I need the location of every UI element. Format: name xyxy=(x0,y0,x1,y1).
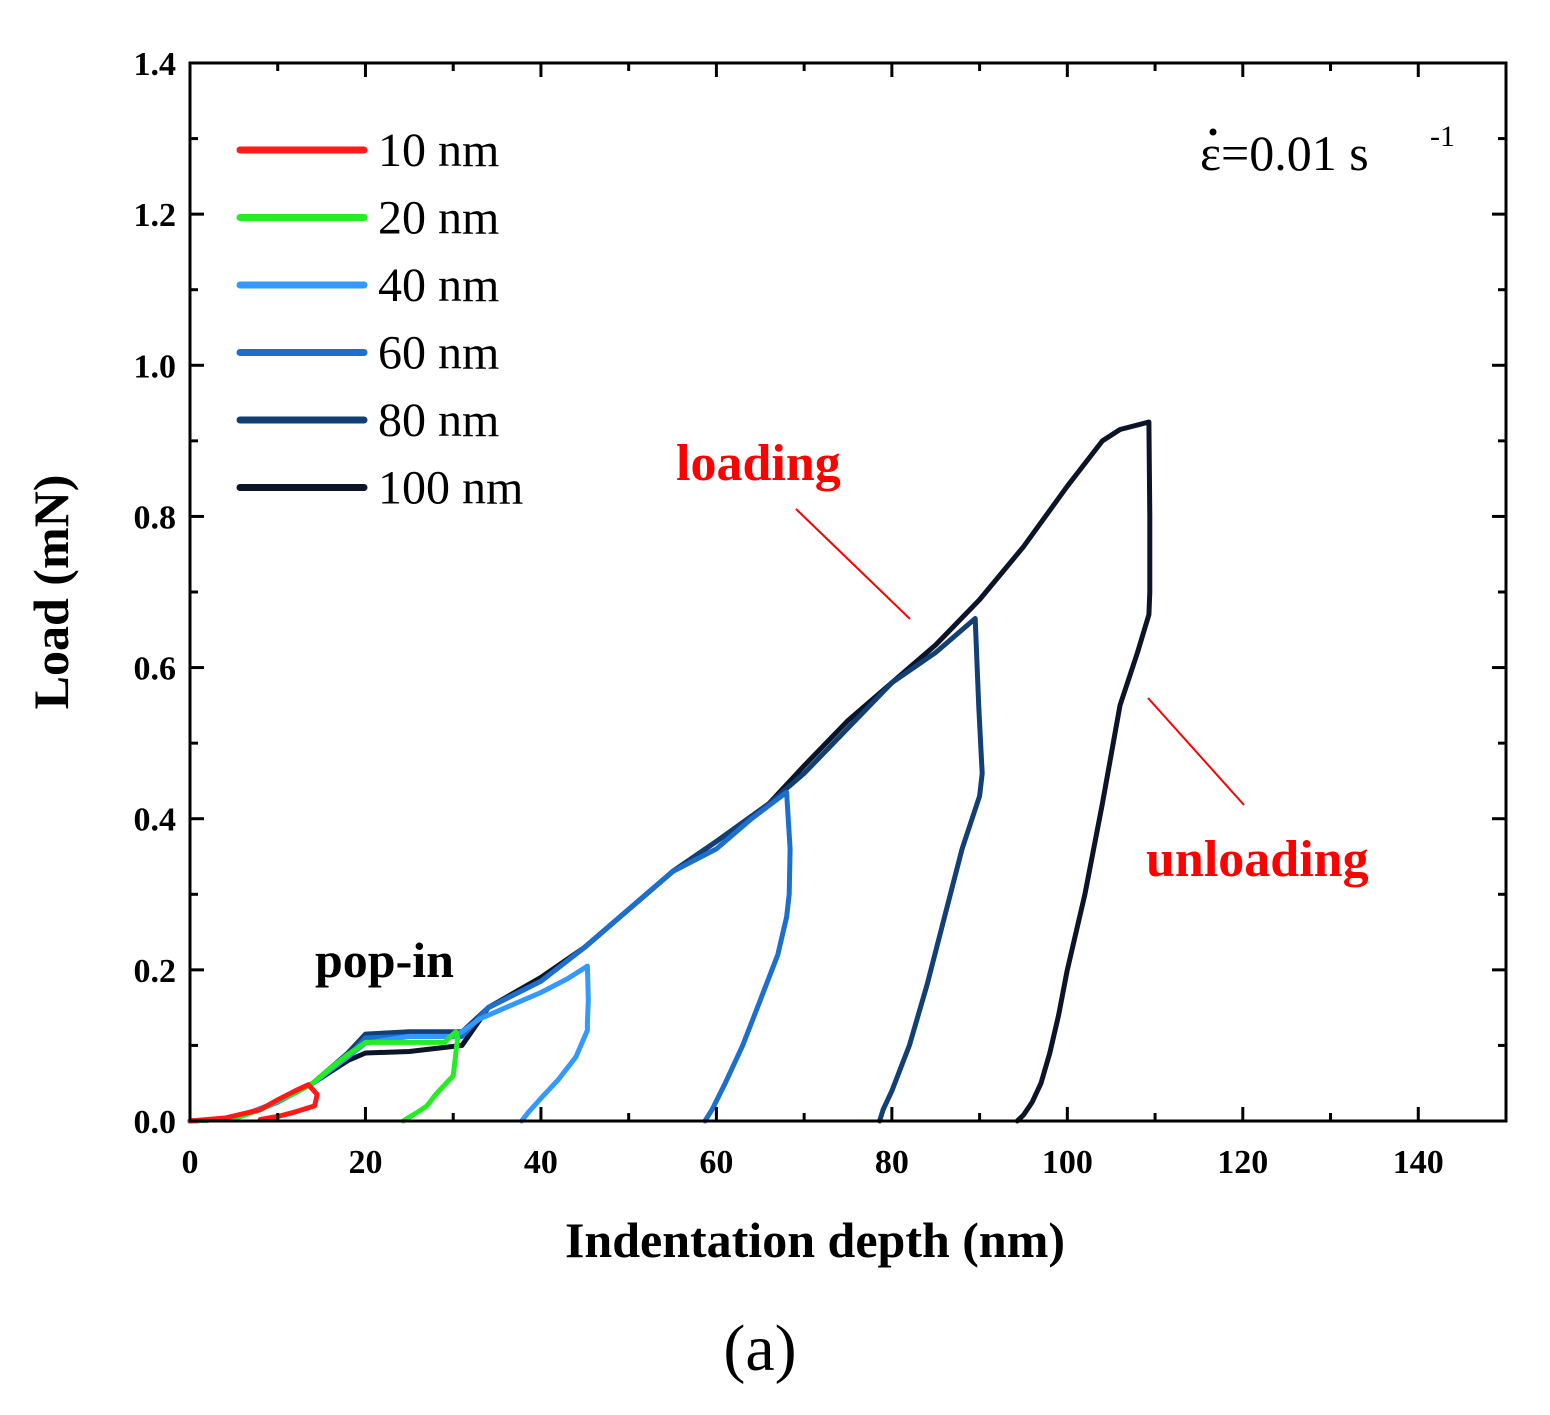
legend-label: 80 nm xyxy=(378,394,499,447)
unloading-pointer-line xyxy=(1147,697,1245,806)
legend-label: 10 nm xyxy=(378,124,499,177)
strain-rate-dot xyxy=(1209,128,1217,136)
y-tick-label: 0.2 xyxy=(134,953,177,990)
x-tick-label: 100 xyxy=(1042,1144,1093,1181)
series-line-100-nm xyxy=(187,419,1153,1124)
legend-label: 100 nm xyxy=(378,462,523,515)
y-axis-title: Load (mN) xyxy=(23,475,79,710)
strain-rate-exponent: -1 xyxy=(1430,120,1455,153)
loading-pointer-line xyxy=(795,508,911,620)
x-tick-label: 20 xyxy=(348,1144,382,1181)
y-tick-label: 1.0 xyxy=(134,348,177,385)
x-tick-label: 80 xyxy=(875,1144,909,1181)
legend-label: 60 nm xyxy=(378,327,499,380)
y-tick-label: 0.0 xyxy=(134,1104,177,1141)
legend-label: 20 nm xyxy=(378,192,499,245)
tick-labels-layer: 0 20 40 60 80 100 120 140 0.0 0.2 0.4 0.6 0.8 1.0 1.2 1… xyxy=(134,46,1444,1181)
ticks-layer xyxy=(188,61,1506,1123)
popin-label: pop-in xyxy=(315,932,454,988)
strain-rate-label: ε=0.01 s xyxy=(1200,125,1369,181)
unloading-label: unloading xyxy=(1146,831,1369,888)
series-line-10-nm xyxy=(187,1082,320,1124)
y-tick-label: 0.4 xyxy=(134,802,177,839)
y-tick-label: 0.6 xyxy=(134,651,177,688)
series-layer xyxy=(187,419,1153,1124)
series-line-80-nm xyxy=(187,616,985,1124)
y-tick-label: 0.8 xyxy=(134,499,177,536)
x-axis-title: Indentation depth (nm) xyxy=(565,1212,1065,1268)
x-tick-label: 120 xyxy=(1217,1144,1268,1181)
legend-label: 40 nm xyxy=(378,259,499,312)
y-tick-label: 1.4 xyxy=(134,46,177,83)
x-tick-label: 140 xyxy=(1393,1144,1444,1181)
legend: 10 nm 20 nm 40 nm 60 nm 80 nm 100 nm xyxy=(236,124,523,515)
x-tick-label: 40 xyxy=(524,1144,558,1181)
x-tick-label: 60 xyxy=(699,1144,733,1181)
panel-label: (a) xyxy=(723,1312,796,1385)
loading-label: loading xyxy=(676,435,841,492)
x-tick-label: 0 xyxy=(182,1144,199,1181)
y-tick-label: 1.2 xyxy=(134,197,177,234)
